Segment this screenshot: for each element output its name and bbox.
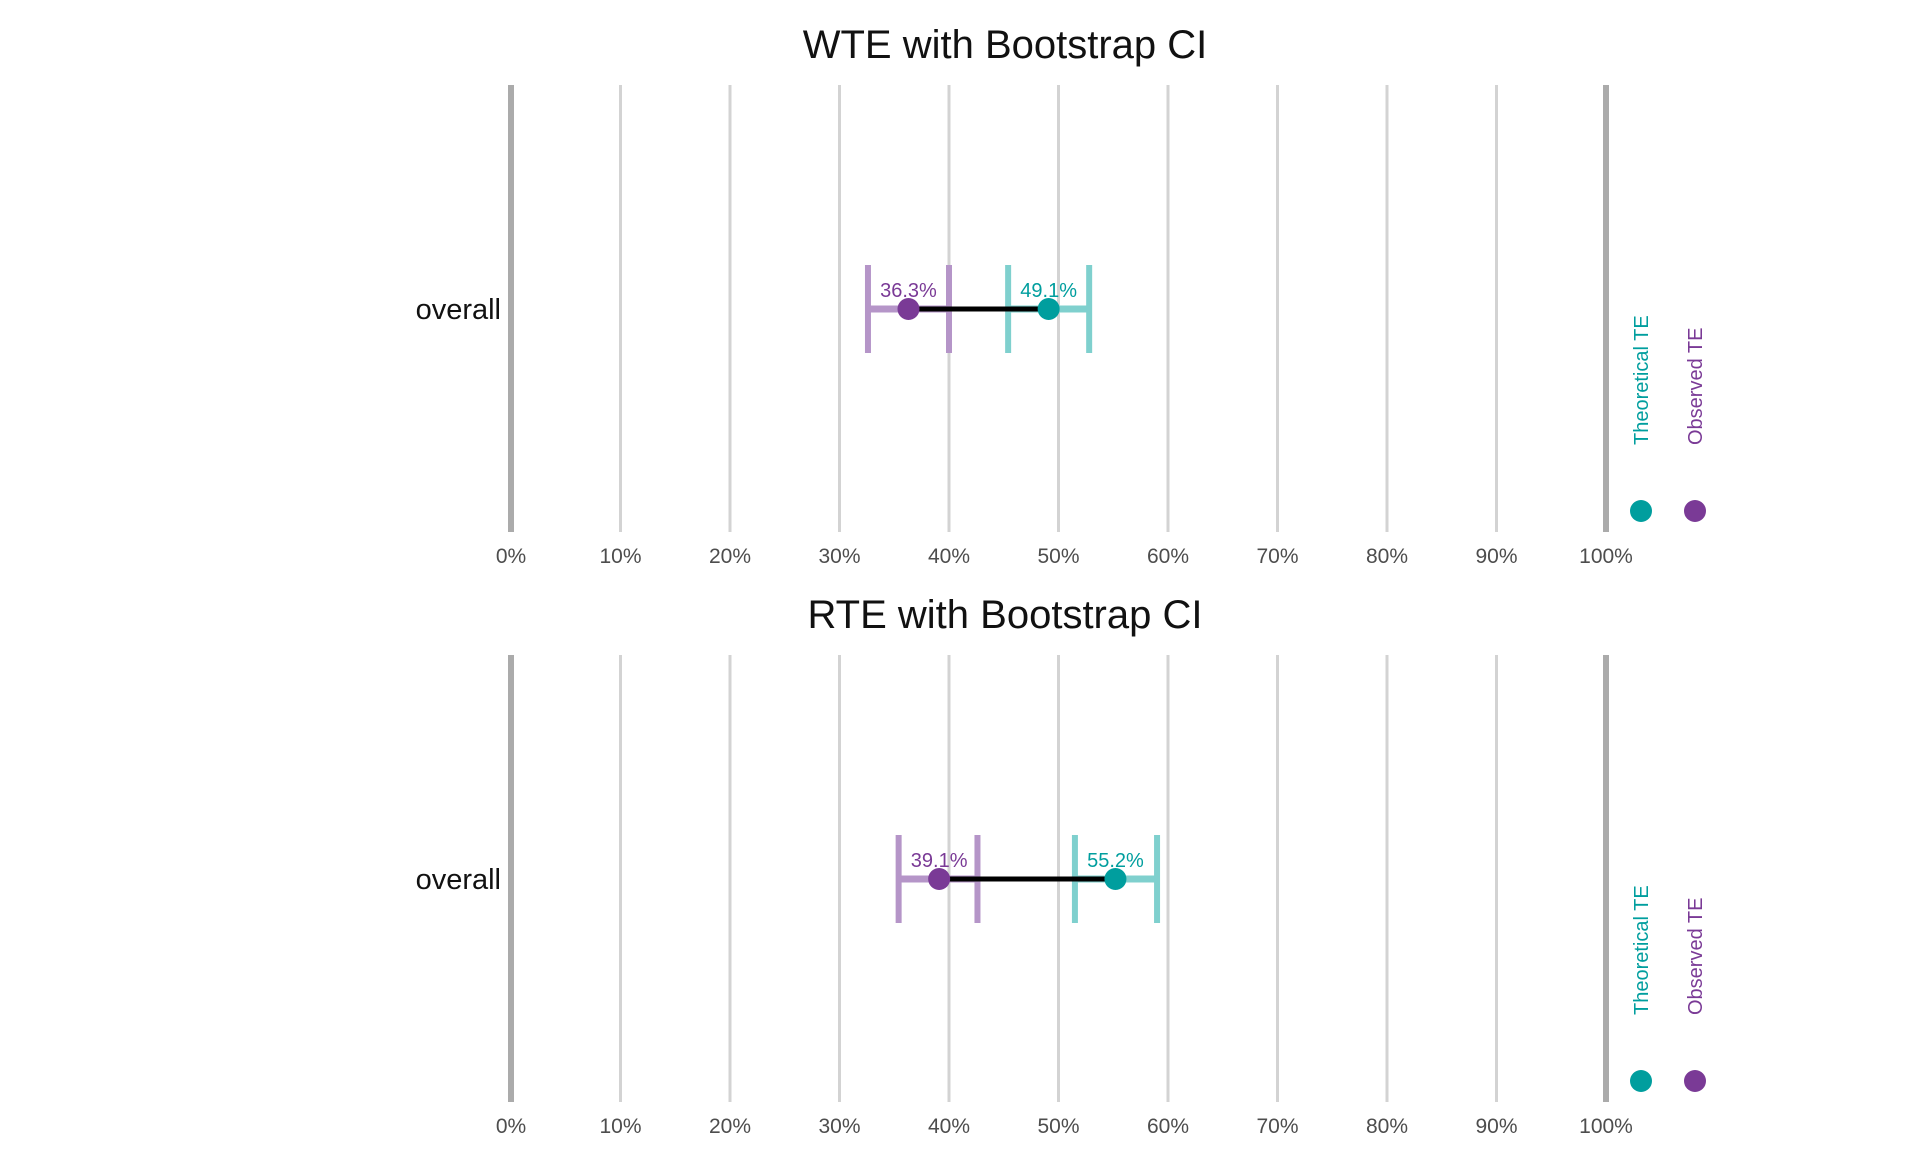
x-tick-label: 10%	[599, 545, 641, 568]
x-tick-label: 0%	[496, 1115, 526, 1138]
x-tick-label: 60%	[1147, 1115, 1189, 1138]
chart-title: WTE with Bootstrap CI	[803, 23, 1208, 67]
x-tick-label: 100%	[1579, 545, 1633, 568]
x-tick-label: 30%	[818, 545, 860, 568]
observed-te-point	[897, 298, 920, 320]
x-tick-label: 90%	[1475, 545, 1517, 568]
chart-panel-2: RTE with Bootstrap CI 0% 10% 20% 30% 40% 50% 60…	[416, 593, 1707, 1138]
x-tick-label: 70%	[1256, 1115, 1298, 1138]
legend-dot-observed-te	[1684, 500, 1706, 522]
x-tick-label: 20%	[709, 1115, 751, 1138]
legend-label-theoretical-te: Theoretical TE	[1631, 885, 1653, 1015]
legend-dot-theoretical-te	[1630, 1070, 1652, 1092]
category-label: overall	[416, 864, 501, 896]
category-label: overall	[416, 294, 501, 326]
legend-dot-theoretical-te	[1630, 500, 1652, 522]
x-tick-label: 30%	[818, 1115, 860, 1138]
chart-panel-1: WTE with Bootstrap CI 0% 10% 20% 30% 40% 50% 60…	[416, 23, 1707, 568]
x-tick-label: 20%	[709, 545, 751, 568]
x-tick-label: 50%	[1037, 1115, 1079, 1138]
x-tick-label: 60%	[1147, 545, 1189, 568]
x-tick-label: 40%	[928, 1115, 970, 1138]
x-tick-label: 80%	[1366, 545, 1408, 568]
x-tick-label: 50%	[1037, 545, 1079, 568]
theoretical-te-point	[1104, 868, 1127, 890]
legend-label-observed-te: Observed TE	[1685, 328, 1707, 445]
legend-label-theoretical-te: Theoretical TE	[1631, 315, 1653, 445]
observed-te-point	[928, 868, 951, 890]
observed-te-value-label: 39.1%	[911, 850, 968, 872]
x-tick-label: 80%	[1366, 1115, 1408, 1138]
x-tick-label: 10%	[599, 1115, 641, 1138]
legend-label-observed-te: Observed TE	[1685, 898, 1707, 1015]
x-tick-label: 100%	[1579, 1115, 1633, 1138]
x-tick-label: 90%	[1475, 1115, 1517, 1138]
observed-te-value-label: 36.3%	[880, 280, 937, 302]
x-tick-label: 70%	[1256, 545, 1298, 568]
theoretical-te-value-label: 55.2%	[1087, 850, 1144, 872]
x-tick-label: 40%	[928, 545, 970, 568]
chart-title: RTE with Bootstrap CI	[808, 593, 1203, 637]
theoretical-te-value-label: 49.1%	[1020, 280, 1077, 302]
legend-dot-observed-te	[1684, 1070, 1706, 1092]
x-tick-label: 0%	[496, 545, 526, 568]
theoretical-te-point	[1037, 298, 1060, 320]
